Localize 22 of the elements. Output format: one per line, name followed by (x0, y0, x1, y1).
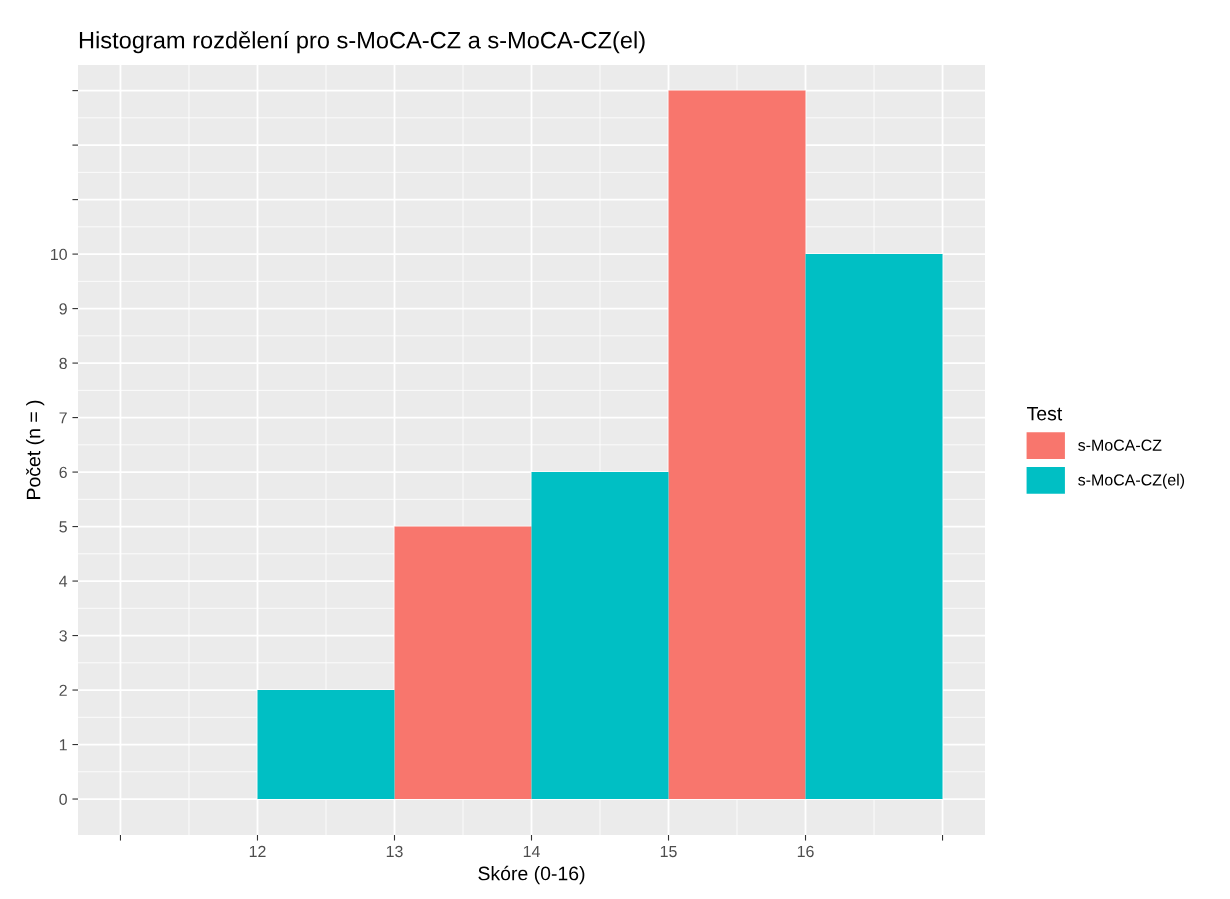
y-tick-label: 5 (59, 521, 67, 533)
y-axis-title: Počet (n = ) (26, 400, 45, 499)
y-tick-label: 0 (59, 793, 67, 805)
x-tick-label: 12 (249, 845, 266, 857)
y-tick-label: 4 (59, 575, 68, 587)
y-tick-label: 10 (51, 248, 67, 261)
x-tick-label: 16 (797, 845, 814, 858)
y-tick-label: 2 (59, 684, 67, 696)
y-tick-label: 1 (59, 739, 67, 751)
x-axis-title: Skóre (0-16) (478, 865, 585, 885)
y-tick-label: 6 (59, 466, 67, 479)
legend-label: s-MoCA-CZ(el) (1078, 473, 1185, 489)
x-tick-label: 14 (523, 846, 540, 857)
legend-label: s-MoCA-CZ (1078, 439, 1162, 451)
x-tick-label: 13 (386, 845, 403, 858)
chart-title: Histogram rozdělení pro s-MoCA-CZ a s-MoCA-CZ(el) (79, 30, 645, 54)
y-tick-label: 8 (59, 357, 67, 370)
y-tick-label: 3 (59, 630, 67, 642)
legend-title: Test (1027, 406, 1063, 421)
y-tick-label: 9 (59, 303, 67, 315)
x-tick-label: 15 (660, 846, 677, 858)
y-tick-label: 7 (59, 412, 67, 424)
